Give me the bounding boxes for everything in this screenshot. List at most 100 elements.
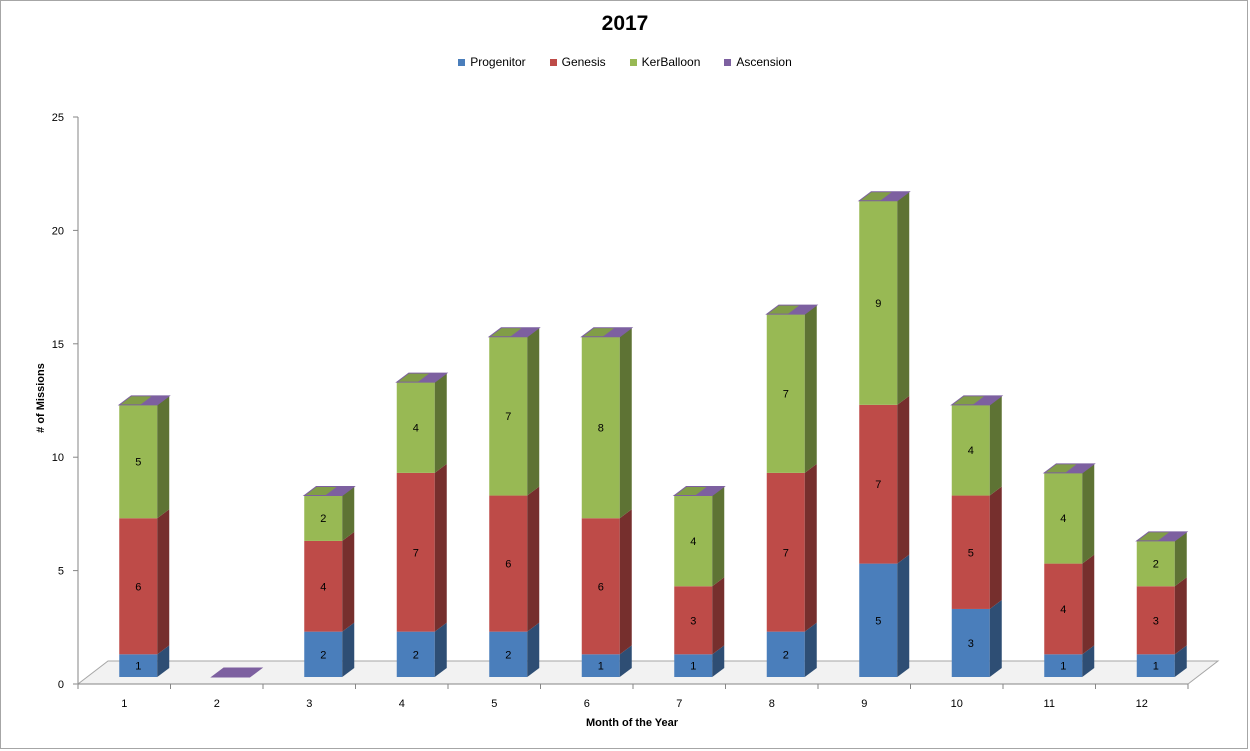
data-label-genesis-3: 4 (320, 581, 326, 593)
data-label-kerballoon-4: 4 (413, 423, 419, 435)
bar-progenitor-11 (1044, 654, 1083, 677)
legend-label-progenitor: Progenitor (470, 55, 526, 69)
bar-top-cap-2 (210, 667, 264, 678)
data-label-genesis-9: 7 (875, 479, 881, 491)
bar-genesis-7 (674, 586, 713, 655)
data-label-kerballoon-3: 2 (320, 513, 326, 525)
bar-genesis-10 (951, 495, 990, 609)
bar-progenitor-7 (674, 654, 713, 677)
y-axis-title: # of Missions (35, 363, 47, 433)
y-tick-label: 25 (52, 112, 64, 124)
bar-progenitor-1-side (157, 645, 170, 677)
x-tick-label: 12 (1136, 698, 1148, 710)
data-label-kerballoon-11: 4 (1060, 513, 1066, 525)
bar-kerballoon-12-side (1174, 531, 1187, 587)
bar-stack-2: 0 (210, 667, 264, 679)
bar-stack-9: 5790 (857, 191, 911, 677)
bar-kerballoon-10-side (989, 395, 1002, 496)
bar-genesis-9 (859, 404, 898, 564)
bar-genesis-4-side (434, 463, 447, 632)
bar-kerballoon-4-side (434, 373, 447, 473)
data-label-genesis-12: 3 (1153, 615, 1159, 627)
data-label-progenitor-4: 2 (413, 649, 419, 661)
data-label-progenitor-5: 2 (505, 649, 511, 661)
bar-progenitor-7-side (712, 645, 725, 677)
bar-progenitor-10-side (989, 599, 1002, 677)
bar-progenitor-3-side (342, 622, 355, 677)
bar-genesis-11 (1044, 563, 1083, 655)
bar-ascension-sliver-8 (787, 305, 817, 315)
bar-kerballoon-3 (304, 495, 343, 541)
bar-ascension-sliver-4 (417, 373, 447, 383)
y-tick-label: 0 (58, 679, 64, 691)
bar-genesis-12 (1136, 586, 1175, 655)
x-tick-label: 8 (769, 698, 775, 710)
data-label-genesis-11: 4 (1060, 604, 1066, 616)
bar-ascension-sliver-9 (880, 191, 910, 201)
data-label-genesis-8: 7 (783, 547, 789, 559)
bar-kerballoon-8-side (804, 305, 817, 473)
data-label-kerballoon-10: 4 (968, 445, 974, 457)
bar-genesis-3 (304, 540, 343, 632)
data-label-progenitor-11: 1 (1060, 661, 1066, 673)
x-tick-label: 6 (584, 698, 590, 710)
legend-swatch-genesis (549, 58, 557, 66)
legend-label-kerballoon: KerBalloon (641, 55, 701, 69)
data-label-kerballoon-8: 7 (783, 389, 789, 401)
bar-ascension-sliver-7 (695, 486, 725, 496)
x-tick-label: 9 (861, 698, 867, 710)
bar-stack-4: 2740 (395, 372, 449, 677)
bar-stack-3: 2420 (302, 486, 356, 677)
bar-kerballoon-5-side (527, 327, 540, 496)
data-label-progenitor-12: 1 (1153, 661, 1159, 673)
bar-kerballoon-5 (489, 336, 528, 496)
legend: Progenitor Genesis KerBalloon Ascension (0, 55, 1250, 69)
bar-genesis-4 (396, 472, 435, 632)
data-label-kerballoon-5: 7 (505, 411, 511, 423)
x-tick-label: 11 (1044, 698, 1055, 710)
bar-genesis-5 (489, 495, 528, 632)
bar-kerballoon-11 (1044, 472, 1083, 564)
legend-item-progenitor: Progenitor (458, 55, 526, 69)
data-label-progenitor-8: 2 (783, 649, 789, 661)
data-label-genesis-4: 7 (413, 547, 419, 559)
bar-ascension-sliver-12 (1157, 531, 1187, 541)
bar-stack-11: 1440 (1042, 463, 1096, 677)
data-label-kerballoon-12: 2 (1153, 559, 1159, 571)
legend-swatch-ascension (724, 58, 732, 66)
bar-kerballoon-11-side (1082, 463, 1095, 564)
data-label-genesis-5: 6 (505, 559, 511, 571)
legend-swatch-progenitor (458, 58, 466, 66)
bar-genesis-3-side (342, 531, 355, 632)
x-tick-label: 7 (676, 698, 682, 710)
data-label-progenitor-6: 1 (598, 661, 604, 673)
data-label-kerballoon-9: 9 (875, 298, 881, 310)
bar-ascension-sliver-11 (1065, 463, 1095, 473)
bar-genesis-1-side (157, 509, 170, 655)
bar-kerballoon-6-side (619, 327, 632, 519)
data-label-genesis-10: 5 (968, 547, 974, 559)
bar-stack-12: 1320 (1135, 531, 1189, 677)
x-tick-label: 2 (214, 698, 220, 710)
bar-genesis-8-side (804, 463, 817, 632)
legend-swatch-kerballoon (629, 58, 637, 66)
data-label-genesis-1: 6 (135, 581, 141, 593)
data-label-progenitor-1: 1 (135, 661, 141, 673)
bar-progenitor-5 (489, 631, 528, 677)
bar-progenitor-1 (119, 654, 158, 677)
x-tick-label: 5 (491, 698, 497, 710)
bar-progenitor-6-side (619, 645, 632, 677)
legend-label-ascension: Ascension (736, 55, 792, 69)
bar-ascension-sliver-5 (510, 327, 540, 337)
bar-kerballoon-10 (951, 404, 990, 496)
data-label-progenitor-7: 1 (690, 661, 696, 673)
data-label-kerballoon-1: 5 (135, 457, 141, 469)
bars: 1650024202740267016801340277057903540144… (117, 191, 1189, 679)
y-tick-label: 10 (52, 452, 64, 464)
data-label-genesis-7: 3 (690, 615, 696, 627)
bar-kerballoon-8 (766, 314, 805, 473)
y-tick-label: 20 (52, 225, 64, 237)
x-tick-label: 1 (121, 698, 127, 710)
bar-progenitor-12-side (1174, 645, 1187, 677)
